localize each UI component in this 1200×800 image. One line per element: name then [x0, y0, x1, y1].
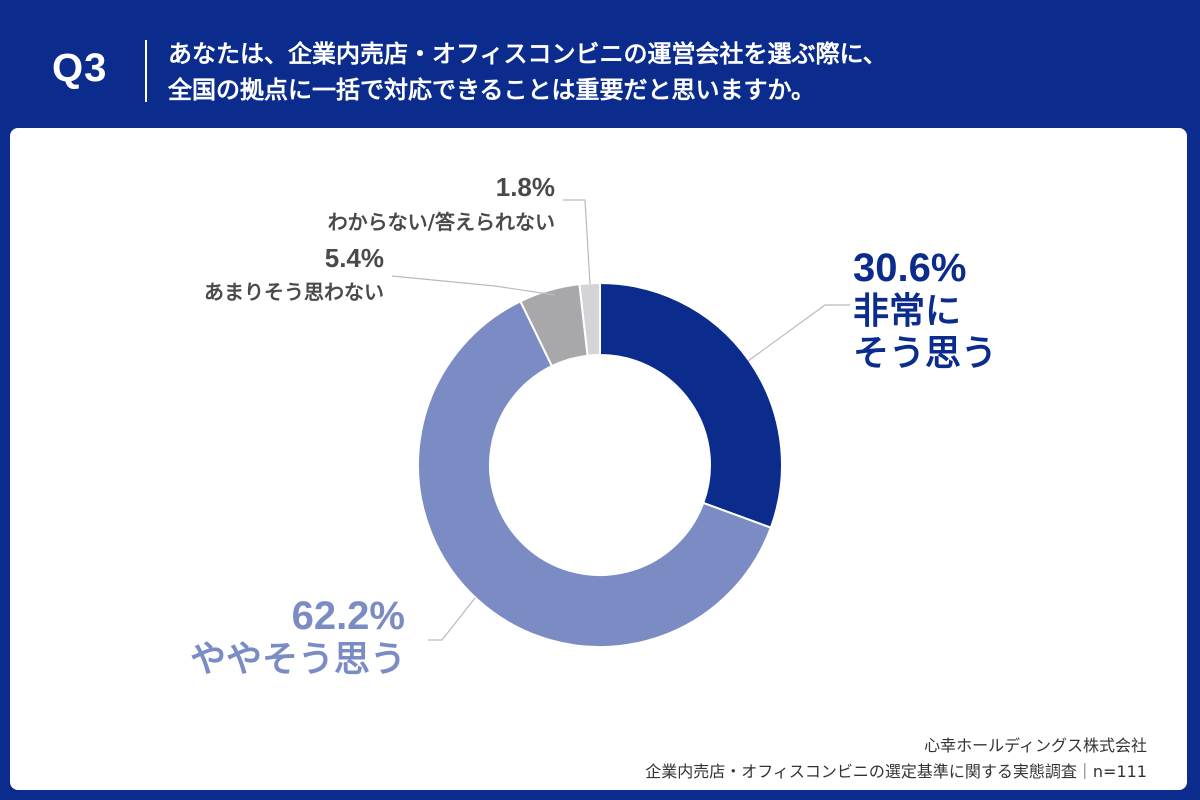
leader-line-not-much	[392, 276, 555, 295]
question-line-1: あなたは、企業内売店・オフィスコンビニの運営会社を選ぶ際に、	[168, 36, 1168, 72]
label-unknown: 1.8%	[443, 172, 555, 203]
label-somewhat-pct: 62.2%	[190, 594, 405, 639]
slice-very	[600, 283, 782, 528]
label-not-much-pct: 5.4%	[272, 243, 384, 274]
label-very-line2: そう思う	[853, 333, 997, 375]
question-text: あなたは、企業内売店・オフィスコンビニの運営会社を選ぶ際に、 全国の拠点に一括で…	[168, 36, 1168, 108]
header-divider	[145, 40, 147, 102]
label-unknown-pct: 1.8%	[443, 172, 555, 203]
question-number: Q3	[52, 46, 107, 91]
label-somewhat-text: ややそう思う	[190, 639, 405, 681]
label-very: 30.6% 非常に そう思う	[853, 246, 997, 375]
label-unknown-text: わからない/答えられない	[290, 206, 555, 235]
question-line-2: 全国の拠点に一括で対応できることは重要だと思いますか。	[168, 72, 1168, 108]
leader-line-somewhat	[428, 598, 475, 640]
label-very-line1: 非常に	[853, 291, 997, 333]
label-not-much: 5.4%	[272, 243, 384, 274]
donut-chart	[10, 128, 1187, 790]
header-bar: Q3 あなたは、企業内売店・オフィスコンビニの運営会社を選ぶ際に、 全国の拠点に…	[0, 0, 1200, 128]
leader-line-unknown	[563, 200, 590, 284]
leader-line-very	[748, 305, 850, 361]
label-very-pct: 30.6%	[853, 246, 997, 291]
label-somewhat: 62.2% ややそう思う	[190, 594, 405, 681]
label-not-much-text: あまりそう思わない	[170, 276, 384, 305]
footer-survey: 企業内売店・オフィスコンビニの選定基準に関する実態調査｜n=111	[645, 758, 1147, 782]
chart-panel: 1.8% わからない/答えられない 5.4% あまりそう思わない 30.6% 非…	[10, 128, 1187, 790]
footer-company: 心幸ホールディングス株式会社	[924, 732, 1147, 756]
